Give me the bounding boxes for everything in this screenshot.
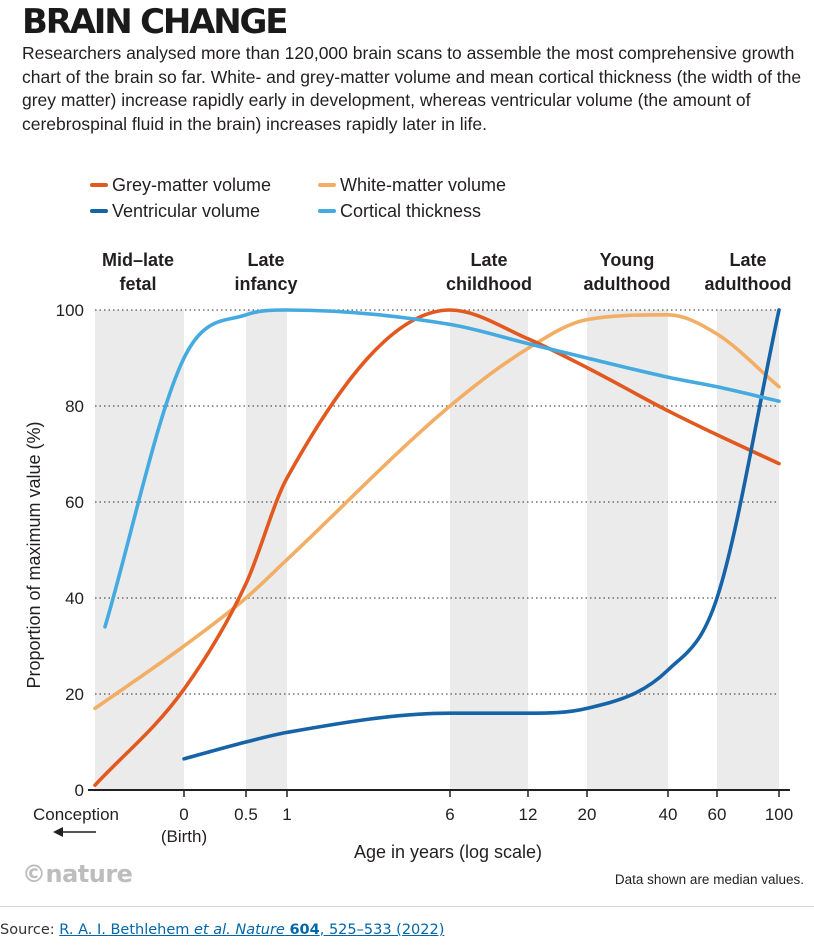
source-authors: R. A. I. Bethlehem <box>59 922 194 938</box>
y-axis-title: Proportion of maximum value (%) <box>24 421 44 688</box>
source-journal: et al. Nature <box>194 922 285 938</box>
series-line-ventricular-volume <box>182 308 781 761</box>
source-pages: , 525–533 (2022) <box>319 922 445 938</box>
legend-label: Cortical thickness <box>340 201 481 221</box>
stage-band <box>95 310 184 790</box>
stage-label: infancy <box>234 274 297 294</box>
series-lines <box>93 308 781 787</box>
stage-labels: Mid–late fetal Late infancy Late childhood You… <box>102 250 792 294</box>
stage-band <box>246 310 287 790</box>
y-tick-label: 20 <box>65 685 84 704</box>
source-link[interactable]: R. A. I. Bethlehem et al. Nature 604, 52… <box>59 922 444 938</box>
stage-label: Late <box>470 250 507 270</box>
stage-label: adulthood <box>584 274 671 294</box>
stage-label: fetal <box>119 274 156 294</box>
y-tick-label: 60 <box>65 493 84 512</box>
series-line-white-matter-volume <box>93 313 781 711</box>
source-volume: 604 <box>289 922 320 938</box>
y-tick-label: 100 <box>56 301 84 320</box>
stage-bands <box>95 310 779 790</box>
x-tick-label: 12 <box>519 805 538 824</box>
divider <box>0 906 814 907</box>
series-line-grey-matter-volume <box>93 308 781 787</box>
stage-band <box>717 310 779 790</box>
line-chart: Mid–late fetal Late infancy Late childhood You… <box>24 175 793 862</box>
x-tick-label: Conception <box>33 805 119 824</box>
series-line-cortical-thickness <box>103 308 781 629</box>
stage-band <box>450 310 528 790</box>
stage-label: Mid–late <box>102 250 174 270</box>
median-note: Data shown are median values. <box>614 872 804 887</box>
legend: Grey-matter volume White-matter volume Ven… <box>90 175 506 221</box>
stage-label: childhood <box>446 274 532 294</box>
x-tick-label: 20 <box>578 805 597 824</box>
y-tick-label: 80 <box>65 397 84 416</box>
y-tick-label: 0 <box>75 781 84 800</box>
x-tick-label: 1 <box>282 805 291 824</box>
conception-arrow-head <box>53 827 63 837</box>
chart-subtitle: Researchers analysed more than 120,000 b… <box>22 43 802 134</box>
chart-title: BRAIN CHANGE <box>22 2 288 42</box>
nature-logo: ©nature <box>22 860 133 888</box>
x-tick-label: 0 <box>179 805 188 824</box>
legend-label: Grey-matter volume <box>112 175 271 195</box>
y-tick-label: 40 <box>65 589 84 608</box>
stage-label: adulthood <box>705 274 792 294</box>
stage-band <box>587 310 668 790</box>
x-tick-label: 40 <box>659 805 678 824</box>
source-line: Source: R. A. I. Bethlehem et al. Nature… <box>0 922 444 938</box>
x-tick-label: 6 <box>445 805 454 824</box>
legend-label: Ventricular volume <box>112 201 260 221</box>
axes: 0 20 40 60 80 100 Conception 0 0.5 1 6 12 20 40 60 100 (… <box>24 301 793 862</box>
legend-label: White-matter volume <box>340 175 506 195</box>
source-prefix: Source: <box>0 922 60 938</box>
x-axis-title: Age in years (log scale) <box>354 842 542 862</box>
stage-label: Late <box>729 250 766 270</box>
stage-label: Young <box>600 250 655 270</box>
x-tick-label: 0.5 <box>234 805 258 824</box>
stage-label: Late <box>247 250 284 270</box>
x-birth-label: (Birth) <box>161 827 207 846</box>
x-tick-label: 100 <box>765 805 793 824</box>
x-tick-label: 60 <box>708 805 727 824</box>
